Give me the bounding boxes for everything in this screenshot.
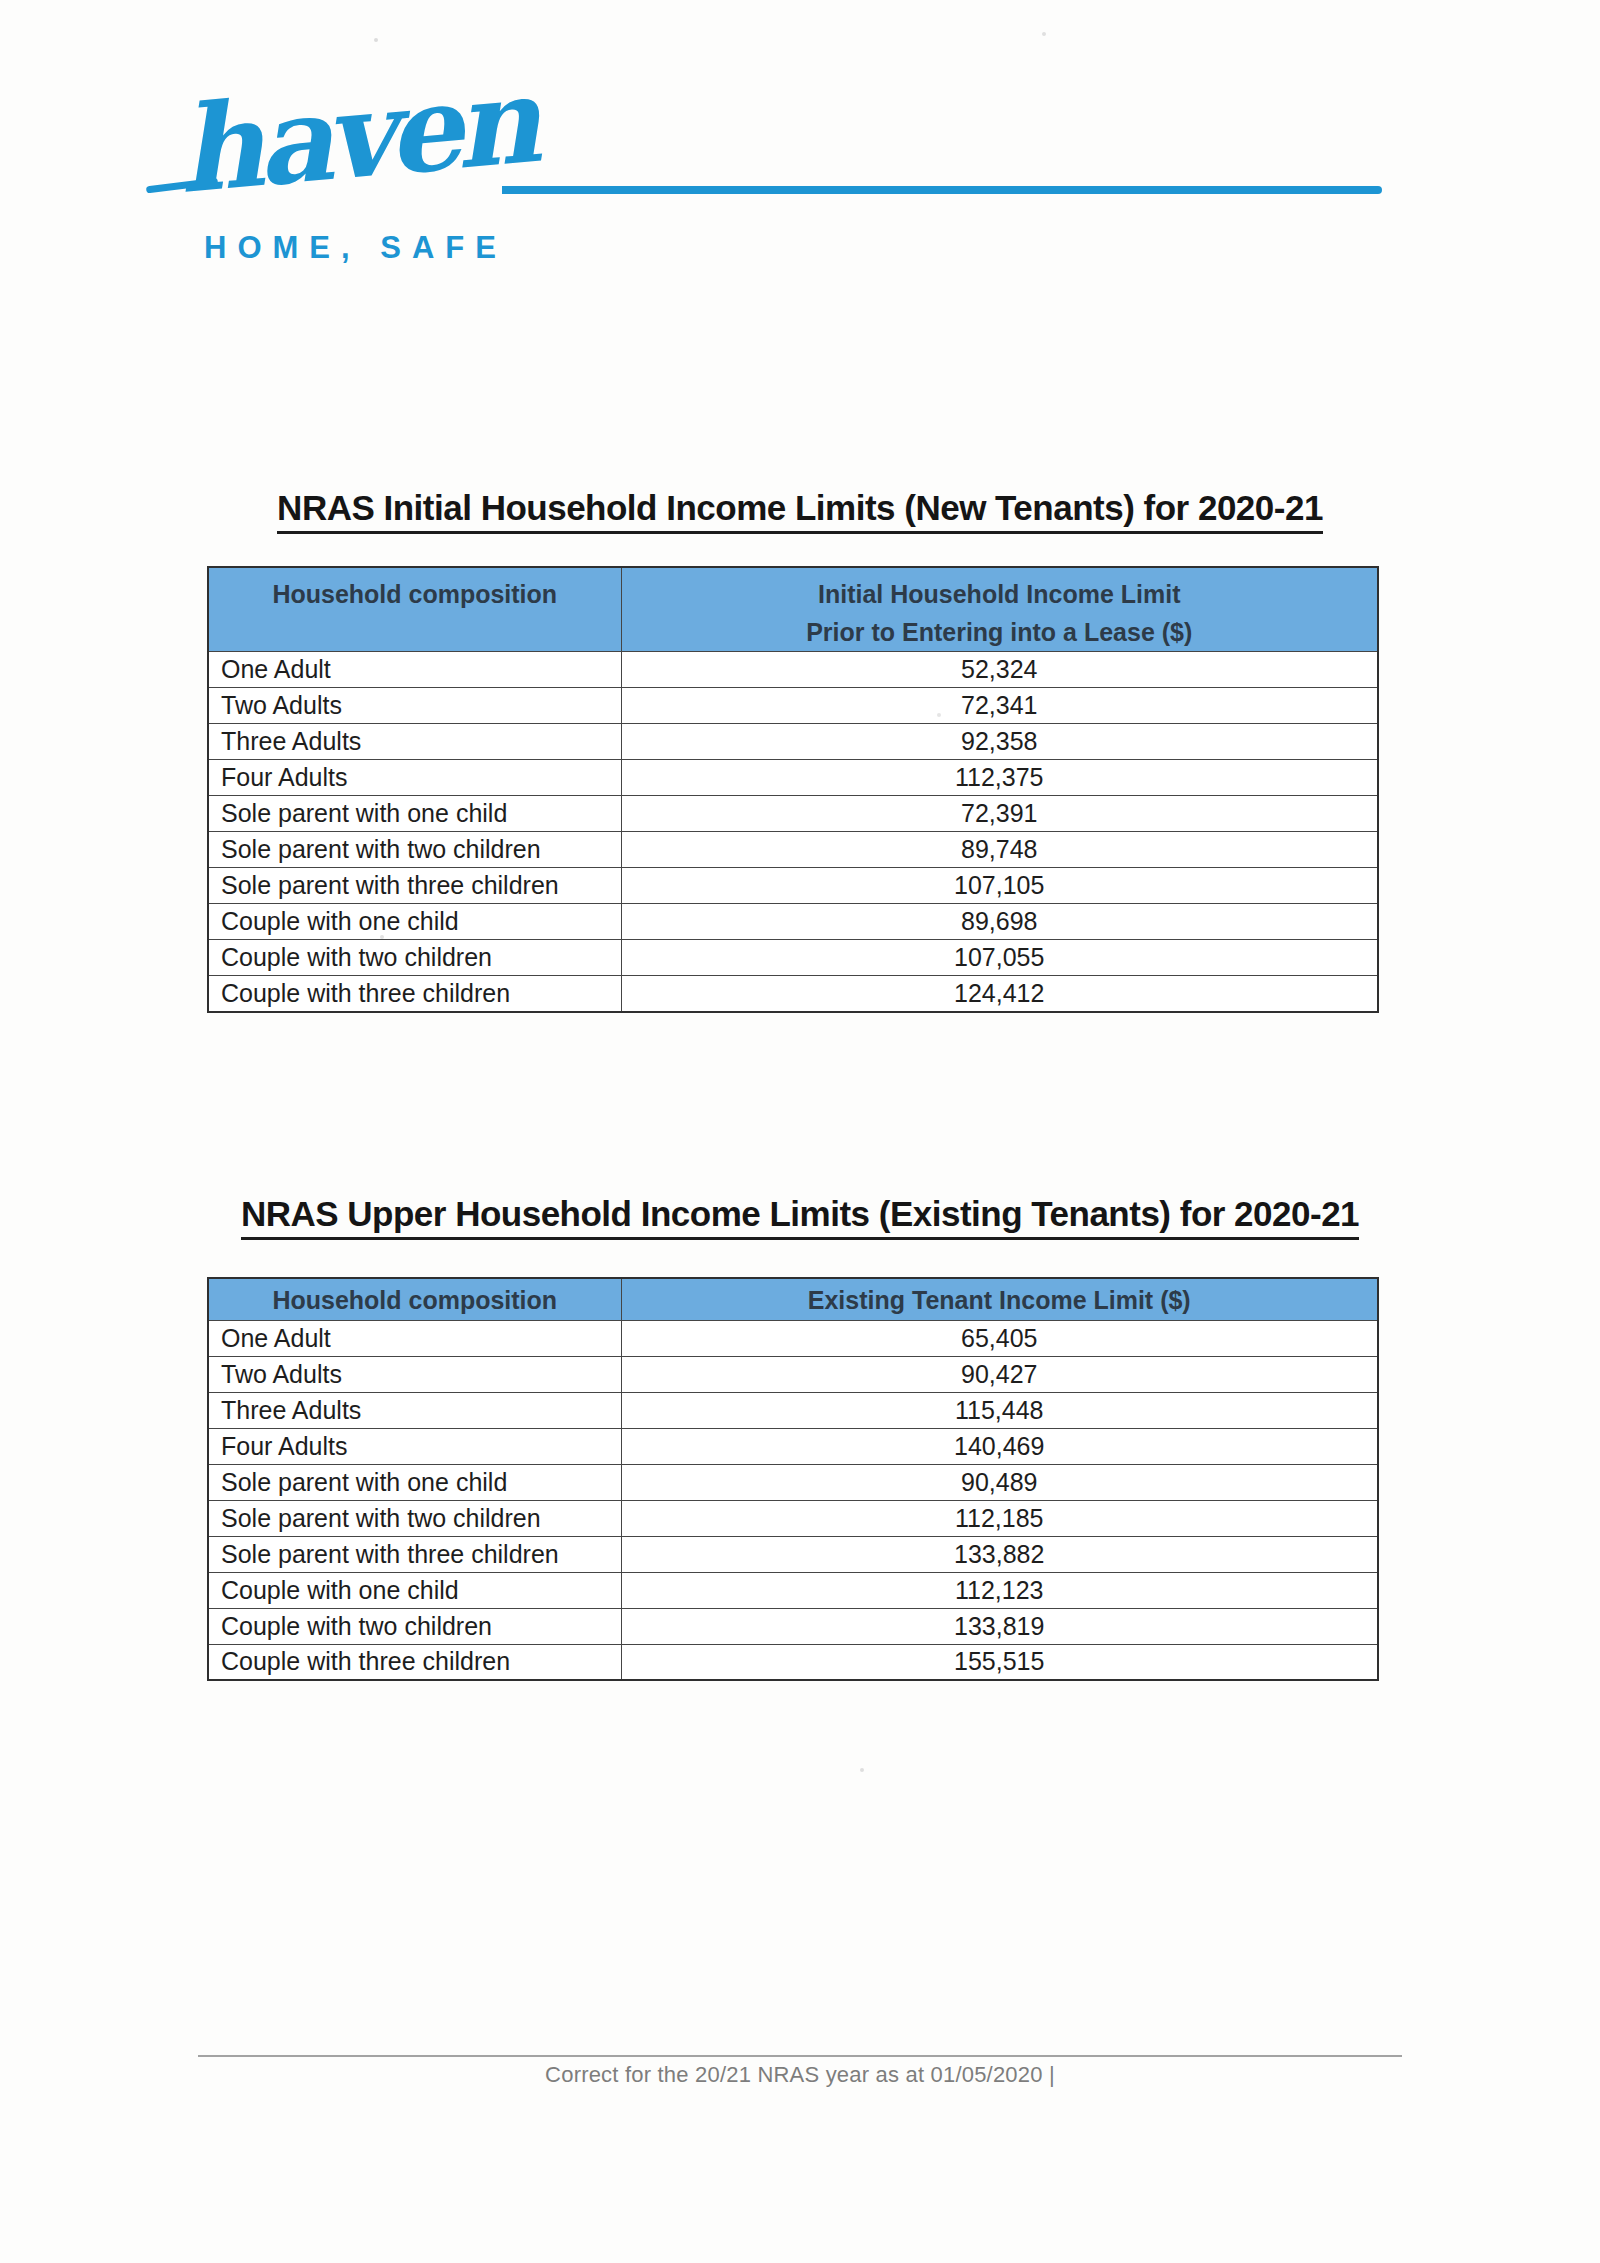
- income-limit-cell: 140,469: [621, 1428, 1378, 1464]
- income-limit-cell: 133,882: [621, 1536, 1378, 1572]
- table1-col-household-header: Household composition: [208, 567, 621, 652]
- income-limit-cell: 155,515: [621, 1644, 1378, 1680]
- household-composition-cell: Couple with three children: [208, 976, 621, 1012]
- income-limit-cell: 90,427: [621, 1356, 1378, 1392]
- income-limit-cell: 112,123: [621, 1572, 1378, 1608]
- income-limit-cell: 89,698: [621, 904, 1378, 940]
- logo-tagline: HOME, SAFE: [204, 230, 507, 266]
- table-row: Sole parent with two children89,748: [208, 832, 1378, 868]
- household-composition-cell: One Adult: [208, 1320, 621, 1356]
- table1-col-limit-line2: Prior to Entering into a Lease ($): [806, 618, 1192, 646]
- household-composition-cell: Three Adults: [208, 1392, 621, 1428]
- scan-specks: [374, 38, 378, 42]
- table-row: One Adult52,324: [208, 652, 1378, 688]
- income-limit-cell: 65,405: [621, 1320, 1378, 1356]
- household-composition-cell: Couple with one child: [208, 1572, 621, 1608]
- income-limit-cell: 72,341: [621, 688, 1378, 724]
- household-composition-cell: Sole parent with two children: [208, 1500, 621, 1536]
- table-row: Couple with three children155,515: [208, 1644, 1378, 1680]
- household-composition-cell: Four Adults: [208, 1428, 621, 1464]
- table2-col-household-header: Household composition: [208, 1278, 621, 1320]
- income-limit-cell: 112,185: [621, 1500, 1378, 1536]
- household-composition-cell: Couple with two children: [208, 940, 621, 976]
- income-limit-cell: 133,819: [621, 1608, 1378, 1644]
- footer-divider: [198, 2055, 1402, 2057]
- table1-title: NRAS Initial Household Income Limits (Ne…: [0, 488, 1600, 534]
- table-row: One Adult65,405: [208, 1320, 1378, 1356]
- footer-note: Correct for the 20/21 NRAS year as at 01…: [0, 2062, 1600, 2088]
- income-limit-cell: 92,358: [621, 724, 1378, 760]
- household-composition-cell: Sole parent with three children: [208, 868, 621, 904]
- income-limit-cell: 112,375: [621, 760, 1378, 796]
- table-row: Sole parent with two children112,185: [208, 1500, 1378, 1536]
- household-composition-cell: Couple with one child: [208, 904, 621, 940]
- income-limit-cell: 124,412: [621, 976, 1378, 1012]
- table-row: Sole parent with three children133,882: [208, 1536, 1378, 1572]
- household-composition-cell: Four Adults: [208, 760, 621, 796]
- table-row: Sole parent with one child72,391: [208, 796, 1378, 832]
- table-row: Couple with three children124,412: [208, 976, 1378, 1012]
- household-composition-cell: Sole parent with one child: [208, 1464, 621, 1500]
- income-limit-cell: 72,391: [621, 796, 1378, 832]
- table-row: Sole parent with one child90,489: [208, 1464, 1378, 1500]
- income-limit-cell: 90,489: [621, 1464, 1378, 1500]
- household-composition-cell: Sole parent with one child: [208, 796, 621, 832]
- household-composition-cell: One Adult: [208, 652, 621, 688]
- household-composition-cell: Two Adults: [208, 688, 621, 724]
- haven-logo: haven: [173, 61, 539, 210]
- income-limit-cell: 107,105: [621, 868, 1378, 904]
- table-row: Three Adults115,448: [208, 1392, 1378, 1428]
- table-row: Couple with one child89,698: [208, 904, 1378, 940]
- household-composition-cell: Couple with three children: [208, 1644, 621, 1680]
- upper-income-limits-table: Household composition Existing Tenant In…: [207, 1277, 1379, 1681]
- income-limit-cell: 52,324: [621, 652, 1378, 688]
- logo-horizontal-rule: [502, 186, 1382, 194]
- household-composition-cell: Couple with two children: [208, 1608, 621, 1644]
- table-row: Two Adults72,341: [208, 688, 1378, 724]
- table-row: Four Adults140,469: [208, 1428, 1378, 1464]
- table2-header-row: Household composition Existing Tenant In…: [208, 1278, 1378, 1320]
- table-row: Couple with one child112,123: [208, 1572, 1378, 1608]
- scanned-document-page: haven HOME, SAFE NRAS Initial Household …: [0, 0, 1600, 2263]
- household-composition-cell: Three Adults: [208, 724, 621, 760]
- household-composition-cell: Sole parent with two children: [208, 832, 621, 868]
- table2-title: NRAS Upper Household Income Limits (Exis…: [0, 1194, 1600, 1240]
- table1-col-limit-header: Initial Household Income Limit Prior to E…: [621, 567, 1378, 652]
- table2-col-limit-header: Existing Tenant Income Limit ($): [621, 1278, 1378, 1320]
- income-limit-cell: 107,055: [621, 940, 1378, 976]
- table-row: Two Adults90,427: [208, 1356, 1378, 1392]
- household-composition-cell: Two Adults: [208, 1356, 621, 1392]
- household-composition-cell: Sole parent with three children: [208, 1536, 621, 1572]
- table-row: Sole parent with three children107,105: [208, 868, 1378, 904]
- table1-title-text: NRAS Initial Household Income Limits (Ne…: [277, 488, 1323, 534]
- table1-header-row: Household composition Initial Household …: [208, 567, 1378, 652]
- table-row: Couple with two children107,055: [208, 940, 1378, 976]
- table-row: Three Adults92,358: [208, 724, 1378, 760]
- income-limit-cell: 89,748: [621, 832, 1378, 868]
- table-row: Four Adults112,375: [208, 760, 1378, 796]
- table1-col-limit-line1: Initial Household Income Limit: [818, 580, 1181, 608]
- table-row: Couple with two children133,819: [208, 1608, 1378, 1644]
- table2-title-text: NRAS Upper Household Income Limits (Exis…: [241, 1194, 1359, 1240]
- initial-income-limits-table: Household composition Initial Household …: [207, 566, 1379, 1013]
- income-limit-cell: 115,448: [621, 1392, 1378, 1428]
